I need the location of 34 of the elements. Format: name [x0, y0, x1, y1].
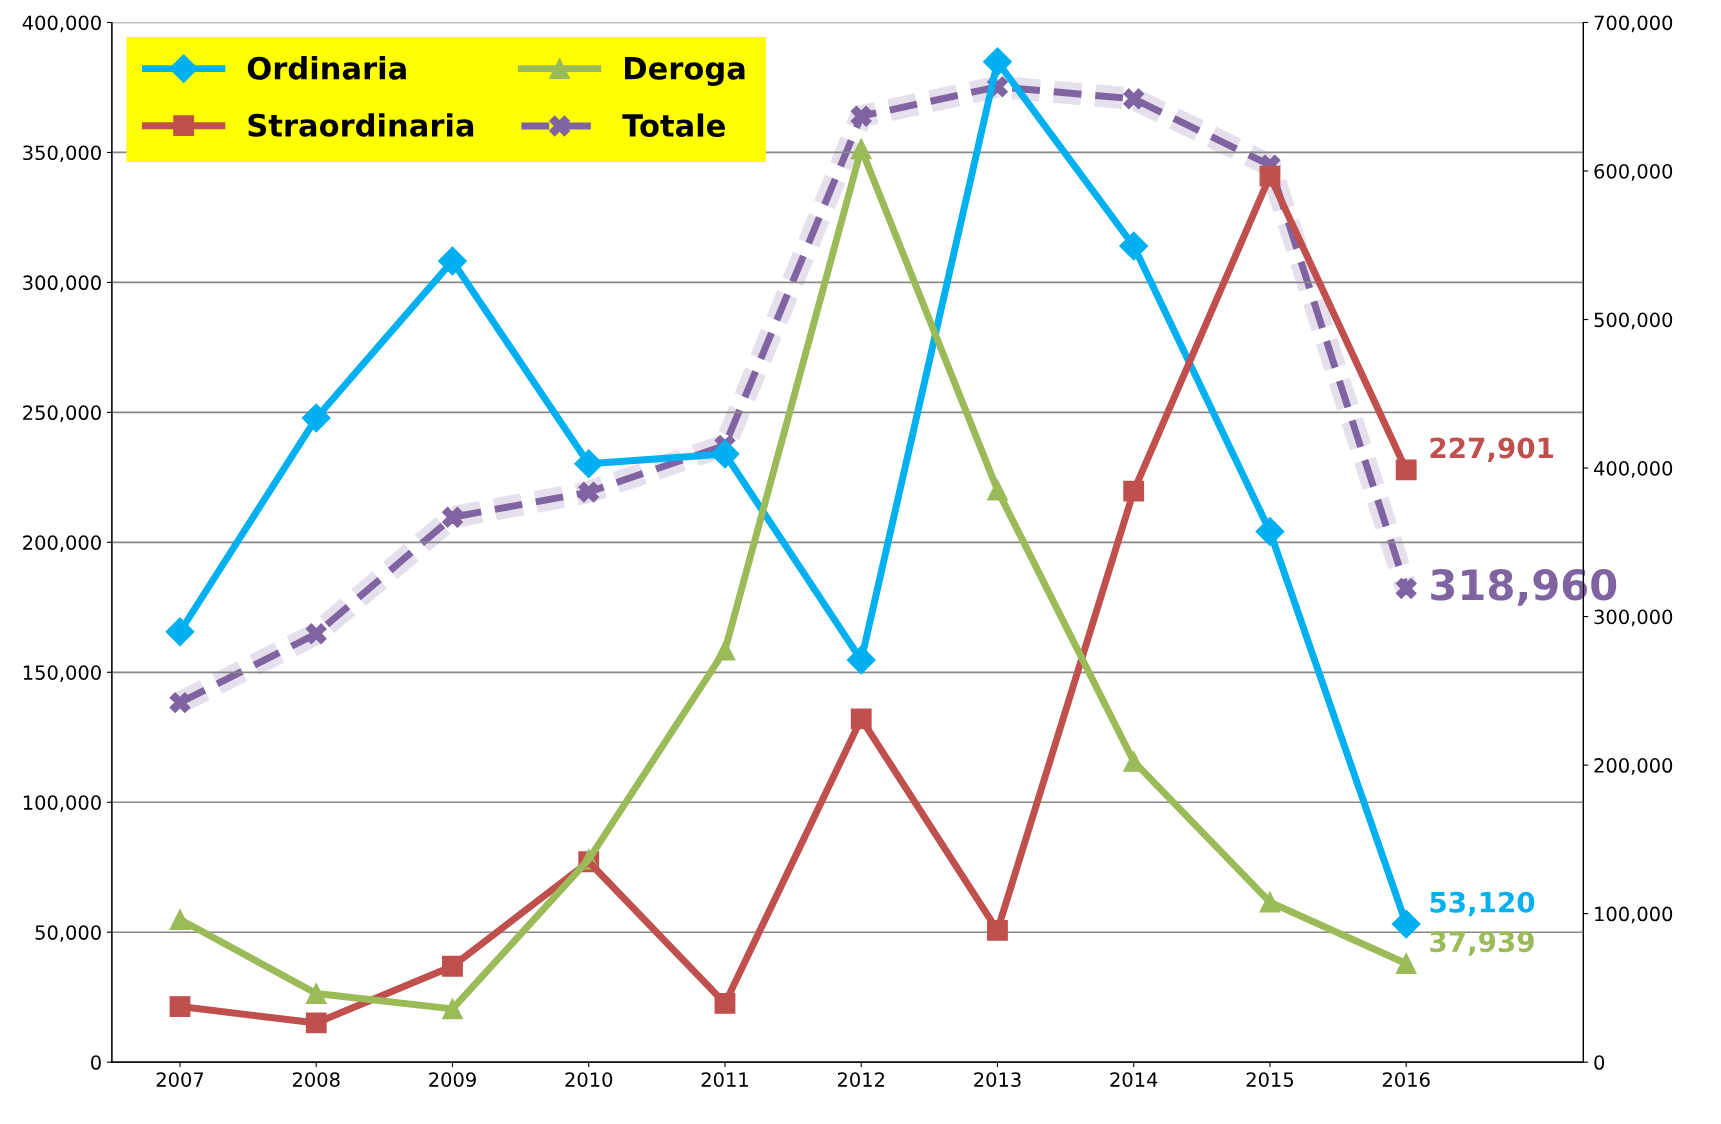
x-tick-label: 2016	[1382, 1072, 1430, 1087]
data-label: 53,120	[1430, 891, 1535, 917]
y2-tick-label: 300,000	[1594, 609, 1673, 627]
x-tick-label: 2015	[1246, 1072, 1293, 1087]
y-tick-label: 100,000	[23, 795, 101, 812]
x-tick-label: 2010	[565, 1072, 613, 1087]
y-tick-label: 0	[91, 1055, 101, 1070]
legend-label: Deroga	[625, 57, 745, 86]
y-tick-label: 350,000	[23, 145, 101, 163]
x-tick-label: 2013	[974, 1072, 1021, 1087]
x-tick-label: 2011	[701, 1072, 748, 1087]
y2-tick-label: 100,000	[1595, 906, 1673, 924]
data-label: 227,901	[1430, 437, 1554, 462]
y2-tick-label: 700,000	[1594, 15, 1673, 33]
y-tick-label: 400,000	[22, 15, 101, 33]
y-tick-label: 200,000	[23, 535, 101, 552]
y-tick-label: 150,000	[23, 665, 101, 682]
y2-tick-label: 200,000	[1594, 758, 1673, 775]
legend-label: Straordinaria	[248, 113, 474, 137]
x-tick-label: 2008	[292, 1072, 340, 1087]
y2-tick-label: 500,000	[1594, 312, 1673, 330]
data-label: 37,939	[1430, 931, 1534, 956]
x-tick-label: 2014	[1110, 1072, 1158, 1087]
legend-label: Totale	[622, 113, 725, 138]
y2-tick-label: 0	[1594, 1055, 1605, 1070]
y-tick-label: 250,000	[23, 405, 101, 423]
legend-label: Ordinaria	[247, 56, 406, 80]
y-tick-label: 300,000	[23, 275, 101, 293]
x-tick-label: 2012	[837, 1072, 885, 1087]
y2-tick-label: 600,000	[1594, 163, 1673, 181]
x-tick-label: 2007	[156, 1072, 204, 1087]
x-tick-label: 2009	[429, 1072, 476, 1087]
y2-tick-label: 400,000	[1593, 461, 1673, 478]
y-tick-label: 50,000	[35, 925, 101, 942]
